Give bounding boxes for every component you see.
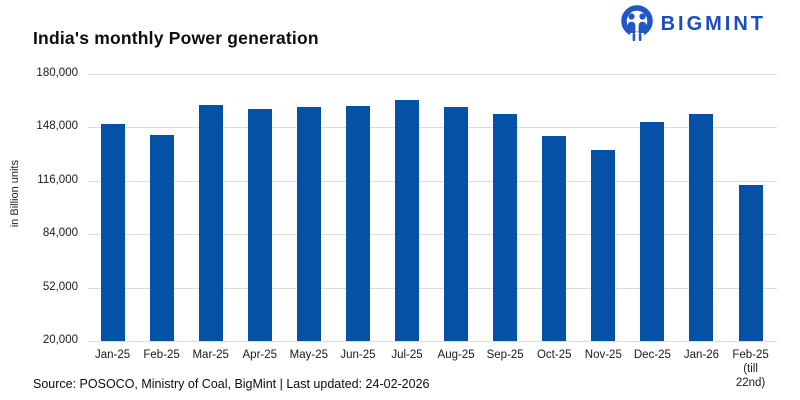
bar-series (88, 74, 775, 341)
x-axis-label: Jun-25 (340, 349, 376, 361)
x-axis-label: Feb-25 (till 22nd) (732, 349, 769, 389)
x-axis-label: Sep-25 (486, 349, 524, 361)
y-tick-label: 84,000 (42, 227, 78, 240)
x-axis-label: Nov-25 (584, 349, 622, 361)
gridlines (88, 74, 777, 342)
gridline (88, 74, 777, 75)
bar-cell (677, 74, 726, 341)
x-axis-label: Dec-25 (633, 349, 671, 361)
bigmint-logo-text: BIGMINT (660, 12, 766, 35)
bar-cell (88, 74, 137, 341)
x-axis-label: Apr-25 (242, 349, 278, 361)
y-tick-label: 52,000 (42, 280, 78, 293)
bar-Oct-25 (542, 136, 567, 341)
bar-Mar-25 (198, 104, 223, 341)
bigmint-logo-icon (620, 5, 653, 41)
bar-cell (235, 74, 284, 341)
bar-Dec-25 (640, 121, 665, 341)
gridline (88, 127, 777, 129)
chart-title: India's monthly Power generation (33, 28, 319, 48)
bar-cell (726, 74, 775, 341)
y-tick-label: 20,000 (42, 334, 78, 346)
bar-Feb-25 (149, 135, 174, 341)
bar-Apr-25 (247, 108, 272, 341)
y-tick-label: 148,000 (36, 120, 78, 133)
bar-Feb-25 (till 22nd) (738, 184, 763, 341)
bar-cell (530, 74, 579, 341)
gridline (88, 180, 777, 182)
bar-Jan-25 (100, 124, 125, 341)
x-axis-labels: Jan-25 Feb-25 Mar-25 Apr-25 May-25 Jun-25 Jul-… (88, 348, 775, 390)
x-axis-label: Oct-25 (536, 349, 572, 361)
bar-cell (382, 74, 431, 341)
bar-Aug-25 (444, 106, 469, 341)
y-tick-label: 116,000 (37, 173, 78, 186)
bar-cell (628, 74, 677, 341)
x-axis-label: Jan-25 (94, 349, 131, 361)
bar-cell (137, 74, 186, 341)
gridline (88, 287, 777, 289)
y-tick-label: 180,000 (36, 67, 78, 79)
x-axis-label: May-25 (289, 349, 329, 361)
gridline (88, 234, 777, 236)
bar-cell (284, 74, 333, 341)
bar-Jun-25 (345, 105, 370, 341)
bar-Jan-26 (689, 113, 714, 341)
bar-May-25 (296, 106, 321, 341)
bar-Nov-25 (591, 150, 616, 341)
source-note: Source: POSOCO, Ministry of Coal, BigMin… (33, 377, 430, 391)
bar-Jul-25 (395, 99, 419, 341)
gridline (88, 341, 777, 342)
bar-cell (579, 74, 628, 341)
bar-Sep-25 (493, 113, 518, 341)
bar-cell (333, 74, 382, 341)
x-axis-label: Jan-26 (683, 349, 720, 361)
plot-area: 180,000 148,000 116,000 84,000 52,000 20,000 (0, 67, 800, 346)
x-axis-label: Feb-25 (143, 349, 180, 361)
bar-cell (432, 74, 481, 341)
bar-cell (186, 74, 235, 341)
bar-cell (481, 74, 530, 341)
x-axis-label: Jul-25 (391, 349, 423, 361)
bigmint-logo: BIGMINT (620, 5, 766, 43)
x-axis-label: Mar-25 (192, 349, 229, 361)
x-axis-label: Aug-25 (437, 349, 475, 361)
